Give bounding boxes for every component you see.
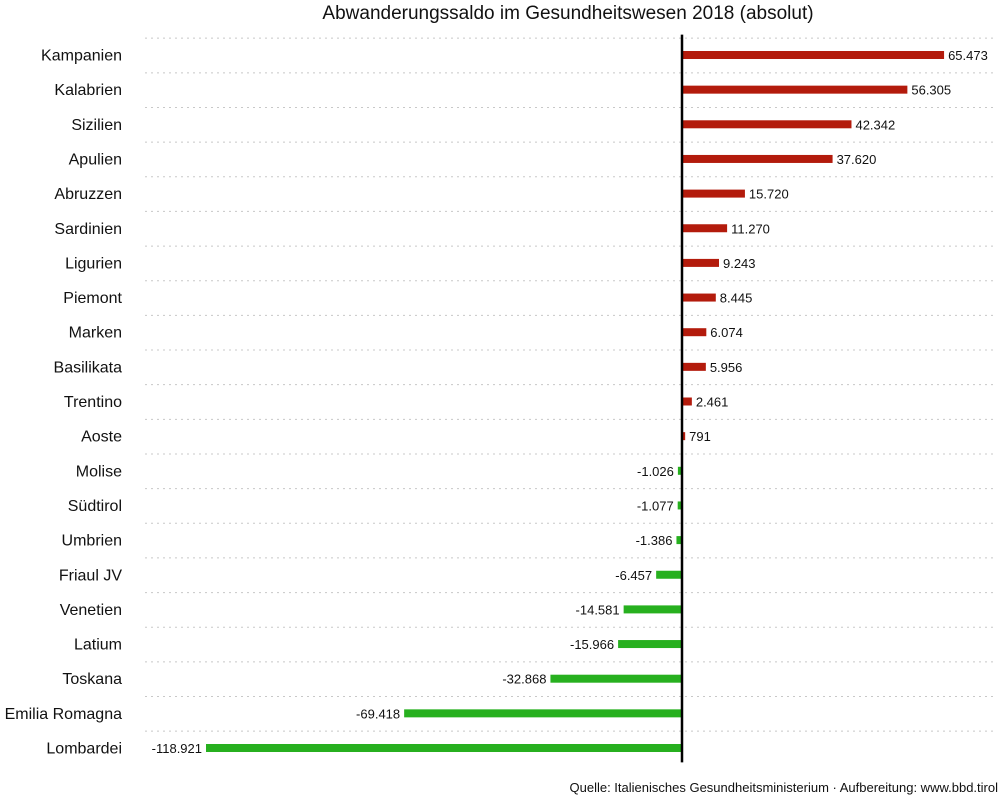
category-label: Trentino [64, 394, 122, 411]
value-label: 791 [689, 429, 711, 444]
value-label: -32.868 [502, 672, 546, 687]
bar [618, 640, 682, 649]
category-label: Latium [74, 637, 122, 654]
category-label: Molise [76, 463, 122, 480]
chart-title: Abwanderungssaldo im Gesundheitswesen 20… [322, 3, 814, 24]
value-label: 6.074 [710, 325, 743, 340]
bar [682, 51, 945, 59]
bar [682, 432, 686, 441]
category-label: Venetien [60, 602, 122, 619]
value-label: 5.956 [710, 360, 743, 375]
grid-layer [145, 37, 995, 732]
category-label: Basilikata [54, 359, 123, 376]
bar [682, 154, 833, 163]
value-label: -6.457 [615, 568, 652, 583]
bar [682, 328, 707, 337]
value-label: 2.461 [696, 395, 729, 410]
bar [656, 570, 682, 579]
bar [682, 120, 852, 129]
bar [677, 466, 682, 475]
category-label: Kampanien [41, 48, 122, 65]
value-label: -1.026 [637, 464, 674, 479]
value-label: -118.921 [152, 741, 202, 756]
value-label: 9.243 [723, 256, 756, 271]
value-label: -1.077 [637, 498, 674, 513]
category-label: Aoste [81, 429, 122, 446]
value-label: -14.581 [576, 602, 620, 617]
value-label: 15.720 [749, 187, 789, 202]
bar [677, 501, 682, 510]
source-note: Quelle: Italienisches Gesundheitsministe… [569, 780, 999, 795]
category-label: Ligurien [65, 255, 122, 272]
bar [404, 709, 682, 718]
category-label: Abruzzen [54, 186, 122, 203]
category-label: Marken [69, 325, 122, 342]
value-label: 42.342 [855, 117, 895, 132]
category-labels: Kampanien Kalabrien Sizilien Apulien Abruzze… [5, 48, 123, 758]
category-label: Friaul JV [59, 567, 122, 584]
category-label: Sizilien [71, 117, 122, 134]
bar [550, 674, 682, 683]
value-label: -69.418 [356, 706, 400, 721]
category-label: Lombardei [46, 741, 122, 758]
value-label: -15.966 [570, 637, 614, 652]
value-label: 11.270 [731, 221, 770, 236]
category-label: Südtirol [68, 498, 122, 515]
category-label: Toskana [62, 671, 122, 688]
bar [682, 258, 719, 267]
bar [676, 536, 682, 545]
bar [682, 189, 745, 198]
bar [682, 293, 716, 302]
category-label: Umbrien [62, 533, 122, 550]
bar-layer [206, 51, 945, 752]
value-labels: 65.473 56.305 42.342 37.620 15.720 11.270 9.24… [152, 48, 988, 756]
category-label: Apulien [69, 151, 122, 168]
category-label: Sardinien [54, 221, 122, 238]
category-label: Piemont [63, 290, 122, 307]
value-label: 56.305 [911, 83, 951, 98]
bar [623, 605, 682, 614]
bar [682, 224, 728, 233]
category-label: Emilia Romagna [5, 706, 122, 723]
value-label: -1.386 [636, 533, 673, 548]
value-label: 8.445 [720, 291, 753, 306]
value-label: 37.620 [837, 152, 877, 167]
bar [206, 744, 682, 752]
bar [682, 85, 908, 94]
value-label: 65.473 [948, 48, 988, 63]
bar [682, 362, 706, 371]
bar [682, 397, 692, 406]
category-label: Kalabrien [54, 82, 122, 99]
